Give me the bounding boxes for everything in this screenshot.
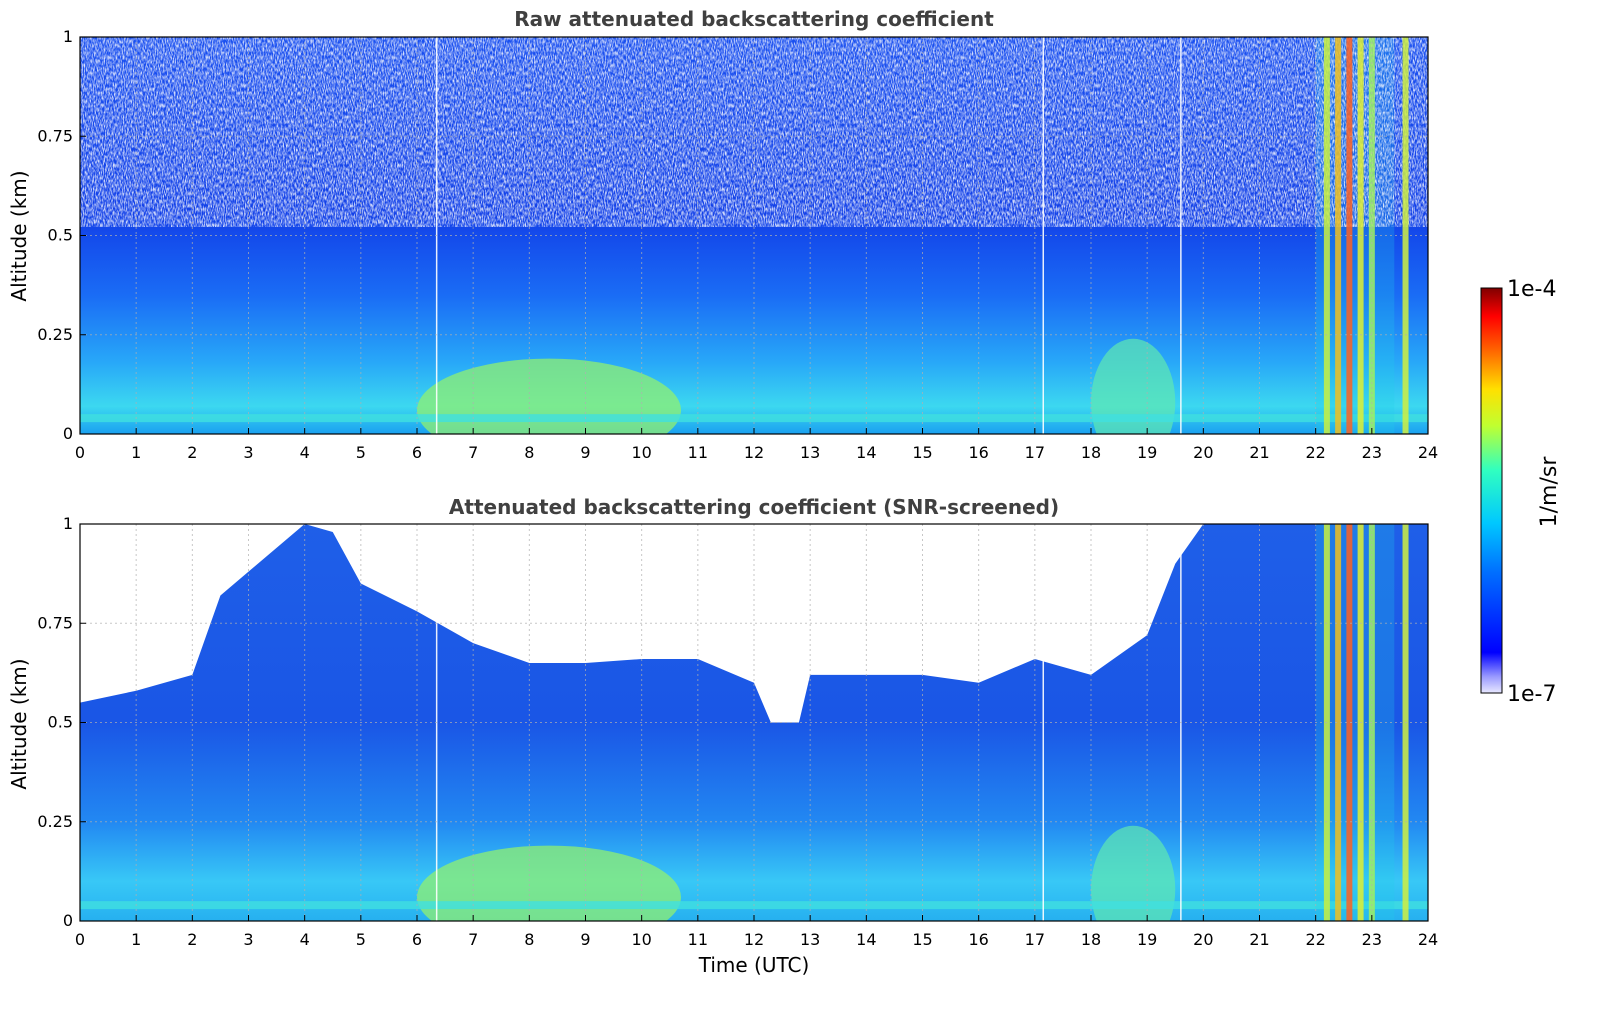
colorbar: 1e-4 1e-7 1/m/sr	[1480, 277, 1562, 707]
x-tick-label: 7	[468, 443, 478, 462]
x-tick-label: 3	[243, 443, 253, 462]
x-tick-label: 15	[912, 930, 932, 949]
y-tick-label: 0	[63, 424, 73, 443]
colorbar-unit-label: 1/m/sr	[1537, 456, 1562, 528]
x-tick-label: 21	[1249, 443, 1269, 462]
x-tick-label: 8	[524, 443, 534, 462]
x-tick-label: 20	[1193, 443, 1213, 462]
x-tick-label: 16	[968, 930, 988, 949]
x-tick-label: 23	[1362, 443, 1382, 462]
x-tick-label: 11	[688, 443, 708, 462]
raw-backscatter-panel: Raw attenuated backscattering coefficien…	[7, 7, 1438, 462]
y-tick-label: 0.75	[37, 613, 73, 632]
x-tick-label: 18	[1081, 930, 1101, 949]
x-tick-label: 5	[356, 930, 366, 949]
x-tick-label: 23	[1362, 930, 1382, 949]
y-tick-label: 1	[63, 27, 73, 46]
x-tick-label: 15	[912, 443, 932, 462]
raw-panel-title: Raw attenuated backscattering coefficien…	[514, 7, 994, 31]
x-tick-label: 16	[968, 443, 988, 462]
x-tick-label: 1	[131, 443, 141, 462]
x-tick-label: 2	[187, 930, 197, 949]
x-tick-label: 7	[468, 930, 478, 949]
x-tick-label: 21	[1249, 930, 1269, 949]
screened-backscatter-panel: Attenuated backscattering coefficient (S…	[7, 495, 1438, 977]
x-tick-label: 10	[631, 930, 651, 949]
x-tick-label: 19	[1137, 930, 1157, 949]
x-tick-label: 19	[1137, 443, 1157, 462]
x-tick-label: 0	[75, 930, 85, 949]
screened-panel-title: Attenuated backscattering coefficient (S…	[449, 495, 1059, 519]
y-tick-label: 0	[63, 911, 73, 930]
x-tick-label: 22	[1305, 930, 1325, 949]
y-tick-label: 0.25	[37, 812, 73, 831]
x-tick-label: 10	[631, 443, 651, 462]
y-tick-label: 0.5	[48, 713, 73, 732]
colorbar-gradient	[1480, 287, 1503, 694]
evening-layer	[1091, 338, 1176, 434]
x-tick-label: 22	[1305, 443, 1325, 462]
x-tick-label: 20	[1193, 930, 1213, 949]
x-tick-label: 8	[524, 930, 534, 949]
x-tick-label: 2	[187, 443, 197, 462]
x-tick-label: 14	[856, 443, 876, 462]
x-tick-label: 24	[1418, 930, 1438, 949]
screened-ylabel: Altitude (km)	[7, 658, 31, 789]
x-tick-label: 12	[744, 443, 764, 462]
x-tick-label: 5	[356, 443, 366, 462]
x-tick-label: 11	[688, 930, 708, 949]
x-tick-label: 17	[1025, 443, 1045, 462]
x-tick-label: 0	[75, 443, 85, 462]
bright-column	[1346, 37, 1353, 434]
x-tick-label: 9	[580, 930, 590, 949]
x-tick-label: 24	[1418, 443, 1438, 462]
x-tick-label: 1	[131, 930, 141, 949]
bright-column	[1346, 524, 1353, 921]
x-tick-label: 12	[744, 930, 764, 949]
x-tick-label: 3	[243, 930, 253, 949]
x-tick-label: 4	[300, 930, 310, 949]
x-tick-label: 9	[580, 443, 590, 462]
snr-screened-mask	[80, 524, 1428, 723]
bright-column	[1335, 524, 1342, 921]
x-tick-label: 6	[412, 930, 422, 949]
x-tick-label: 13	[800, 443, 820, 462]
colorbar-min-label: 1e-7	[1507, 682, 1556, 707]
x-tick-label: 4	[300, 443, 310, 462]
colorbar-max-label: 1e-4	[1507, 277, 1556, 302]
raw-ylabel: Altitude (km)	[7, 170, 31, 301]
y-tick-label: 0.75	[37, 126, 73, 145]
x-tick-label: 14	[856, 930, 876, 949]
xlabel: Time (UTC)	[698, 953, 810, 977]
y-tick-label: 0.25	[37, 325, 73, 344]
bright-column	[1335, 37, 1342, 434]
y-tick-label: 1	[63, 514, 73, 533]
x-tick-label: 18	[1081, 443, 1101, 462]
x-tick-label: 6	[412, 443, 422, 462]
evening-layer	[1091, 825, 1176, 921]
y-tick-label: 0.5	[48, 226, 73, 245]
x-tick-label: 13	[800, 930, 820, 949]
x-tick-label: 17	[1025, 930, 1045, 949]
